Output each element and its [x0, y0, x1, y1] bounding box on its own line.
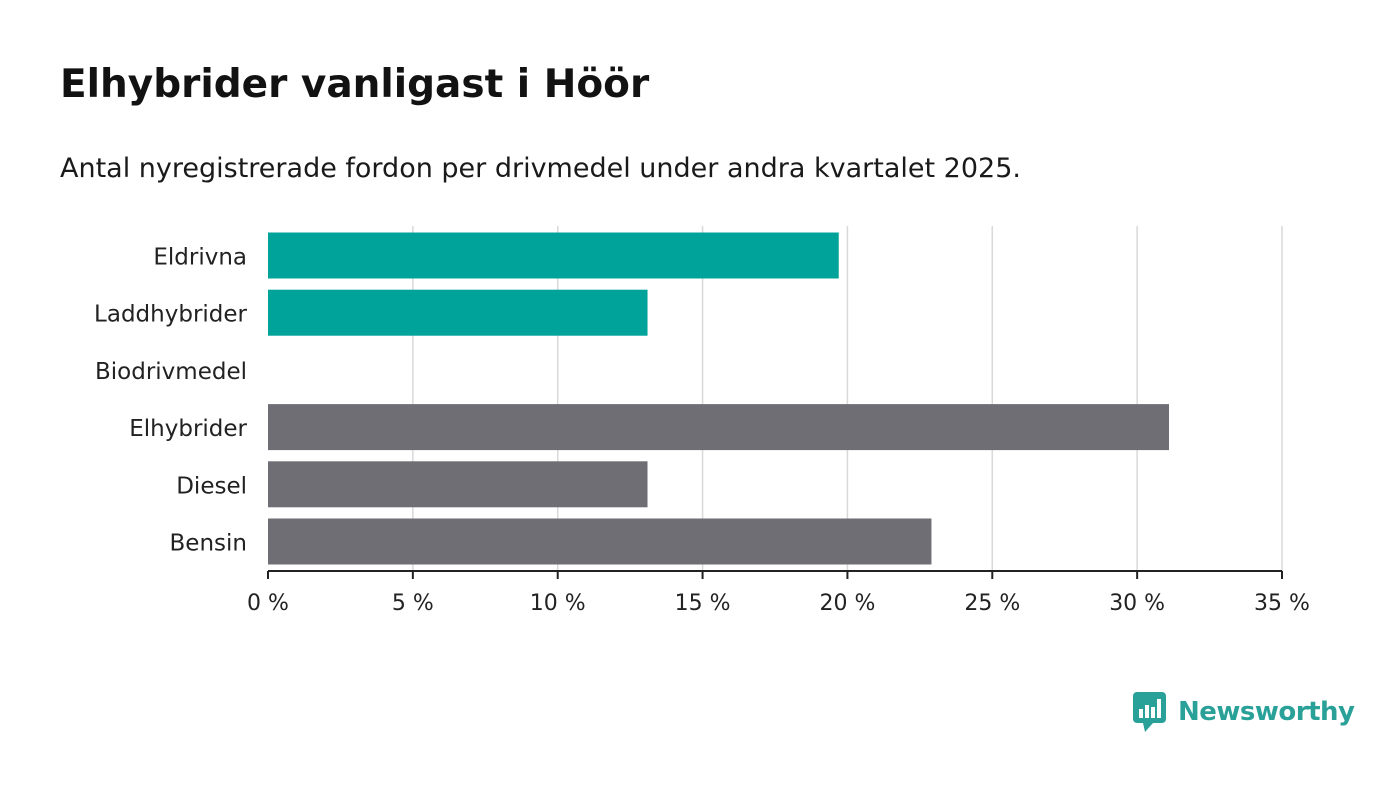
x-axis: 0 % 5 % 10 % 15 % 20 % 25 % 30 % 35 % — [247, 570, 1310, 616]
category-label: Eldrivna — [153, 245, 247, 271]
grid-lines — [412, 226, 1283, 571]
newsworthy-logo-icon — [1133, 692, 1166, 732]
category-label: Biodrivmedel — [95, 359, 247, 385]
newsworthy-logo-text: Newsworthy — [1178, 697, 1355, 727]
category-label: Elhybrider — [129, 416, 247, 442]
bars — [268, 232, 1170, 565]
chart-title: Elhybrider vanligast i Höör — [60, 62, 650, 107]
category-label: Diesel — [176, 473, 247, 499]
category-labels: Eldrivna Laddhybrider Biodrivmedel Elhybrid… — [94, 245, 247, 557]
category-label: Laddhybrider — [94, 302, 247, 328]
x-tick-label: 10 % — [530, 591, 586, 616]
x-tick-label: 35 % — [1254, 591, 1310, 616]
bar-diesel — [268, 461, 648, 508]
x-tick-label: 5 % — [392, 591, 434, 616]
bar-laddhybrider — [268, 289, 648, 336]
x-tick-label: 20 % — [819, 591, 875, 616]
x-tick-label: 15 % — [675, 591, 731, 616]
newsworthy-logo: Newsworthy — [1133, 692, 1355, 732]
bar-bensin — [268, 518, 932, 565]
chart-subtitle: Antal nyregistrerade fordon per drivmede… — [60, 153, 1021, 184]
bar-eldrivna — [268, 232, 839, 279]
x-tick-label: 30 % — [1109, 591, 1165, 616]
x-tick-label: 25 % — [964, 591, 1020, 616]
bar-elhybrider — [268, 404, 1170, 451]
x-tick-label: 0 % — [247, 591, 289, 616]
category-label: Bensin — [170, 531, 247, 557]
